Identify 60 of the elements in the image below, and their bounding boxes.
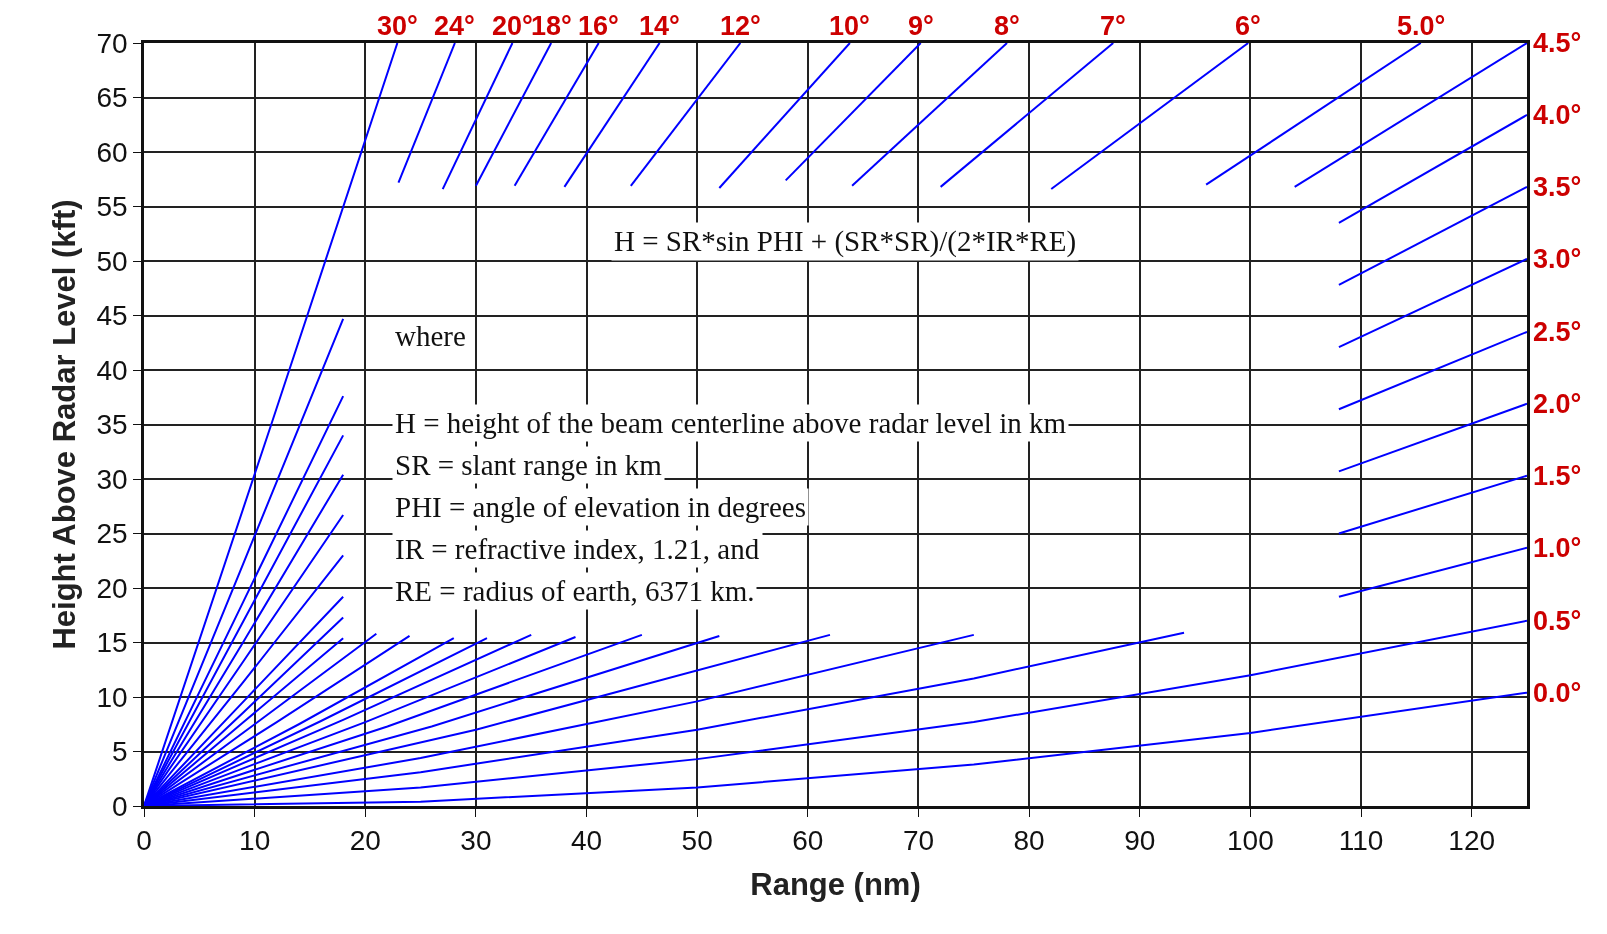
series-label: 6° (1235, 11, 1261, 41)
annotation: H = height of the beam centerline above radar level in km (395, 407, 1067, 439)
y-tick-label: 55 (96, 191, 128, 223)
x-tick-label: 30 (460, 825, 492, 857)
series-label: 12° (720, 11, 761, 41)
series-label: 3.0° (1533, 244, 1582, 274)
x-tick-label: 60 (792, 825, 824, 857)
y-tick-label: 60 (96, 136, 128, 168)
x-tick-label: 40 (570, 825, 603, 857)
annotation: RE = radius of earth, 6371 km. (395, 575, 755, 607)
series-label: 5.0° (1397, 11, 1446, 41)
x-tick-label: 20 (349, 825, 381, 857)
series-label: 16° (578, 11, 619, 41)
y-axis-title: Height Above Radar Level (kft) (47, 199, 83, 650)
x-tick-label: 90 (1124, 825, 1156, 857)
y-tick-label: 30 (96, 463, 128, 495)
series-label: 30° (377, 11, 418, 41)
x-tick-label: 120 (1448, 825, 1496, 857)
x-tick-label: 80 (1013, 825, 1045, 857)
annotation: SR = slant range in km (395, 449, 663, 481)
series-label: 2.0° (1533, 389, 1582, 419)
series-label: 18° (531, 11, 572, 41)
y-tick-label: 10 (96, 681, 128, 713)
y-tick-label: 0 (112, 790, 128, 822)
series-label: 0.0° (1533, 678, 1582, 708)
x-tick-label: 70 (902, 825, 935, 857)
x-tick-label: 50 (681, 825, 713, 857)
series-label: 1.0° (1533, 533, 1582, 563)
series-label: 4.5° (1533, 28, 1582, 58)
series-label: 3.5° (1533, 172, 1582, 202)
annotation: H = SR*sin PHI + (SR*SR)/(2*IR*RE) (614, 225, 1077, 258)
y-tick-label: 35 (96, 409, 128, 441)
y-tick-label: 25 (96, 518, 128, 550)
annotation: where (395, 320, 466, 352)
y-tick-label: 45 (96, 300, 128, 332)
y-tick-label: 50 (96, 245, 128, 277)
y-tick-label: 5 (112, 736, 128, 768)
series-label: 2.5° (1533, 317, 1582, 347)
y-tick-label: 65 (96, 82, 128, 114)
series-label: 14° (639, 11, 680, 41)
x-axis-title: Range (nm) (750, 866, 921, 902)
x-tick-label: 0 (136, 825, 152, 857)
y-tick-label: 15 (96, 627, 128, 659)
series-label: 10° (829, 11, 870, 41)
series-label: 1.5° (1533, 461, 1582, 491)
y-tick-label: 70 (96, 27, 128, 59)
series-label: 4.0° (1533, 100, 1582, 130)
x-tick-label: 110 (1338, 825, 1384, 857)
y-tick-label: 20 (96, 572, 128, 604)
y-tick-label: 40 (96, 354, 128, 386)
series-label: 8° (994, 11, 1020, 41)
x-tick-label: 10 (239, 825, 271, 857)
annotation: IR = refractive index, 1.21, and (395, 533, 760, 565)
series-label: 24° (434, 11, 475, 41)
series-label: 0.5° (1533, 606, 1582, 636)
x-tick-label: 100 (1227, 825, 1274, 857)
annotation: PHI = angle of elevation in degrees (395, 491, 806, 523)
series-label: 9° (908, 11, 934, 41)
series-label: 7° (1100, 11, 1126, 41)
series-label: 20° (492, 11, 533, 41)
